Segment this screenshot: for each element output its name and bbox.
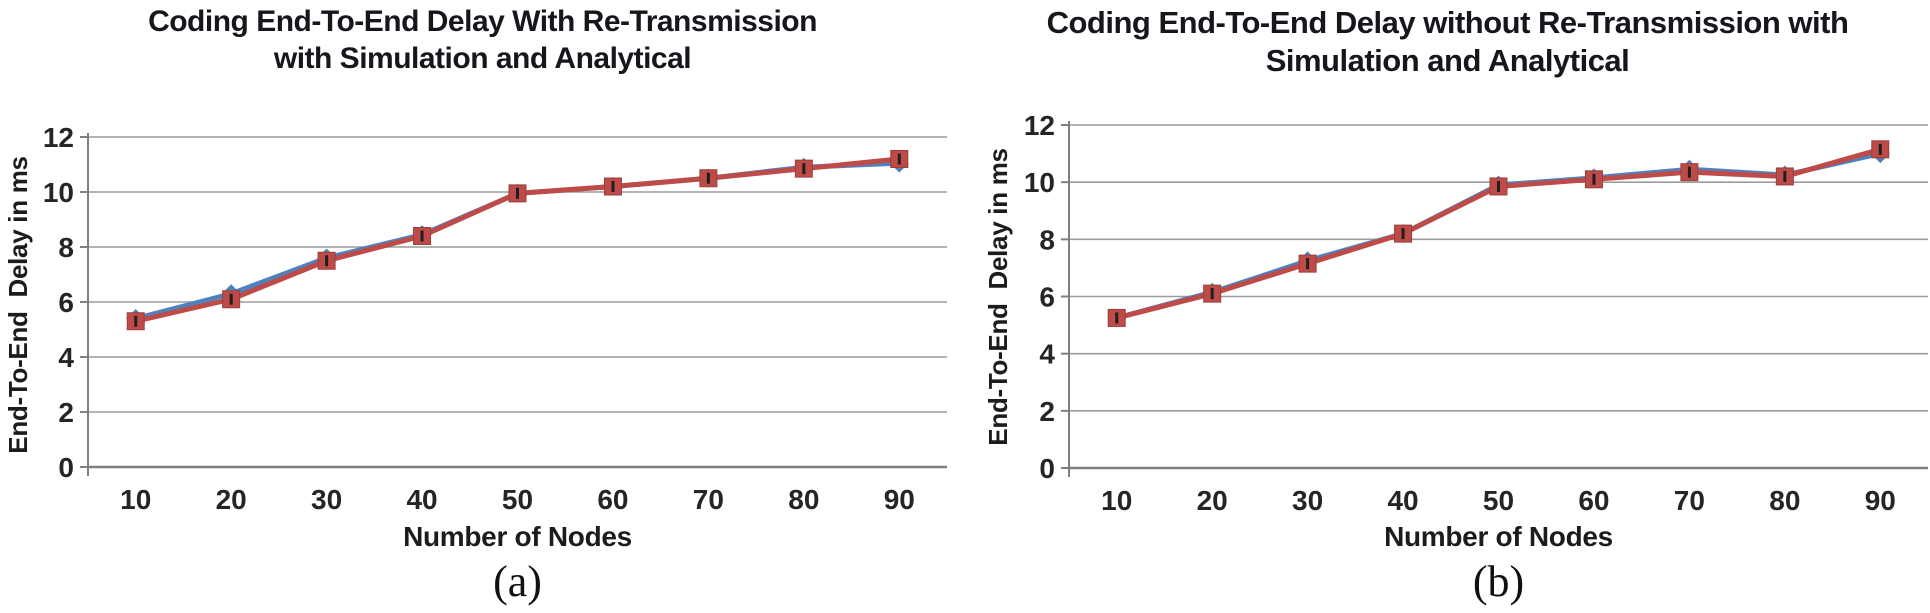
chart-a-title: Coding End-To-End Delay With Re-Transmis… bbox=[0, 4, 965, 77]
marker-errorbar-dash bbox=[802, 163, 806, 175]
y-tick-label: 10 bbox=[1024, 167, 1055, 198]
x-tick-label: 40 bbox=[1387, 485, 1418, 516]
x-tick-label: 30 bbox=[311, 484, 342, 515]
x-tick-label: 90 bbox=[884, 484, 915, 515]
marker-errorbar-dash bbox=[1401, 228, 1405, 240]
y-tick-label: 2 bbox=[1039, 396, 1055, 427]
marker-errorbar-dash bbox=[1210, 288, 1214, 300]
chart-b-title: Coding End-To-End Delay without Re-Trans… bbox=[965, 4, 1930, 80]
marker-errorbar-dash bbox=[229, 293, 233, 305]
chart-a-title-line2: with Simulation and Analytical bbox=[273, 41, 692, 75]
x-tick-label: 50 bbox=[1483, 485, 1514, 516]
marker-errorbar-dash bbox=[1592, 173, 1596, 185]
y-tick-label: 0 bbox=[58, 452, 74, 483]
x-tick-label: 80 bbox=[1769, 485, 1800, 516]
chart-b-title-line2: Simulation and Analytical bbox=[1265, 42, 1630, 78]
marker-errorbar-dash bbox=[134, 315, 138, 327]
x-tick-label: 50 bbox=[502, 484, 533, 515]
y-tick-label: 10 bbox=[43, 177, 74, 208]
y-tick-label: 8 bbox=[58, 232, 74, 263]
y-tick-label: 8 bbox=[1039, 224, 1055, 255]
marker-errorbar-dash bbox=[611, 181, 615, 192]
marker-errorbar-dash bbox=[325, 255, 329, 267]
x-tick-label: 70 bbox=[693, 484, 724, 515]
marker-errorbar-dash bbox=[516, 187, 519, 199]
chart-b-plot: 0 2 4 6 8 10 12 10 20 30 40 50 60 70 80 90 bbox=[1024, 110, 1928, 516]
y-tick-label: 12 bbox=[43, 122, 74, 153]
x-tick-label: 60 bbox=[597, 484, 628, 515]
marker-errorbar-dash bbox=[1687, 166, 1691, 178]
marker-errorbar-dash bbox=[420, 230, 424, 242]
chart-a-title-line1: Coding End-To-End Delay With Re-Transmis… bbox=[148, 5, 817, 38]
chart-b-title-line1: Coding End-To-End Delay without Re-Trans… bbox=[1046, 5, 1849, 40]
series-line-analytical bbox=[133, 156, 902, 324]
x-tick-label: 20 bbox=[1197, 485, 1228, 516]
chart-b-caption: (b) bbox=[1472, 557, 1525, 606]
x-tick-label: 20 bbox=[216, 484, 247, 515]
chart-panel-a: Coding End-To-End Delay With Re-Transmis… bbox=[0, 4, 965, 606]
x-tick-label: 10 bbox=[1101, 485, 1132, 516]
marker-errorbar-dash bbox=[1115, 312, 1119, 324]
marker-errorbar-dash bbox=[706, 172, 710, 184]
marker-errorbar-dash bbox=[1878, 143, 1882, 155]
x-tick-label: 30 bbox=[1292, 485, 1323, 516]
chart-b-x-axis-title: Number of Nodes bbox=[1384, 521, 1613, 552]
x-tick-label: 40 bbox=[406, 484, 437, 515]
marker-errorbar-dash bbox=[897, 153, 901, 165]
x-tick-label: 60 bbox=[1578, 485, 1609, 516]
y-tick-label: 0 bbox=[1039, 453, 1055, 484]
chart-a-plot: 0 2 4 6 8 10 12 10 20 30 40 50 60 70 80 90 bbox=[43, 122, 947, 515]
y-tick-label: 2 bbox=[58, 397, 74, 428]
x-tick-label: 80 bbox=[788, 484, 819, 515]
y-tick-label: 12 bbox=[1024, 110, 1055, 141]
chart-a-caption: (a) bbox=[493, 557, 542, 606]
y-tick-label: 4 bbox=[58, 342, 74, 373]
marker-errorbar-dash bbox=[1783, 170, 1787, 182]
y-tick-label: 6 bbox=[1039, 282, 1055, 313]
x-tick-label: 90 bbox=[1865, 485, 1896, 516]
y-tick-label: 6 bbox=[58, 287, 74, 318]
marker-errorbar-dash bbox=[1306, 258, 1310, 270]
chart-a-x-axis-title: Number of Nodes bbox=[403, 521, 632, 552]
x-tick-label: 70 bbox=[1674, 485, 1705, 516]
y-tick-label: 4 bbox=[1039, 339, 1055, 370]
x-tick-label: 10 bbox=[120, 484, 151, 515]
series-line-analytical bbox=[1114, 146, 1883, 321]
chart-panel-b: Coding End-To-End Delay without Re-Trans… bbox=[965, 0, 1930, 613]
marker-errorbar-dash bbox=[1497, 180, 1500, 192]
